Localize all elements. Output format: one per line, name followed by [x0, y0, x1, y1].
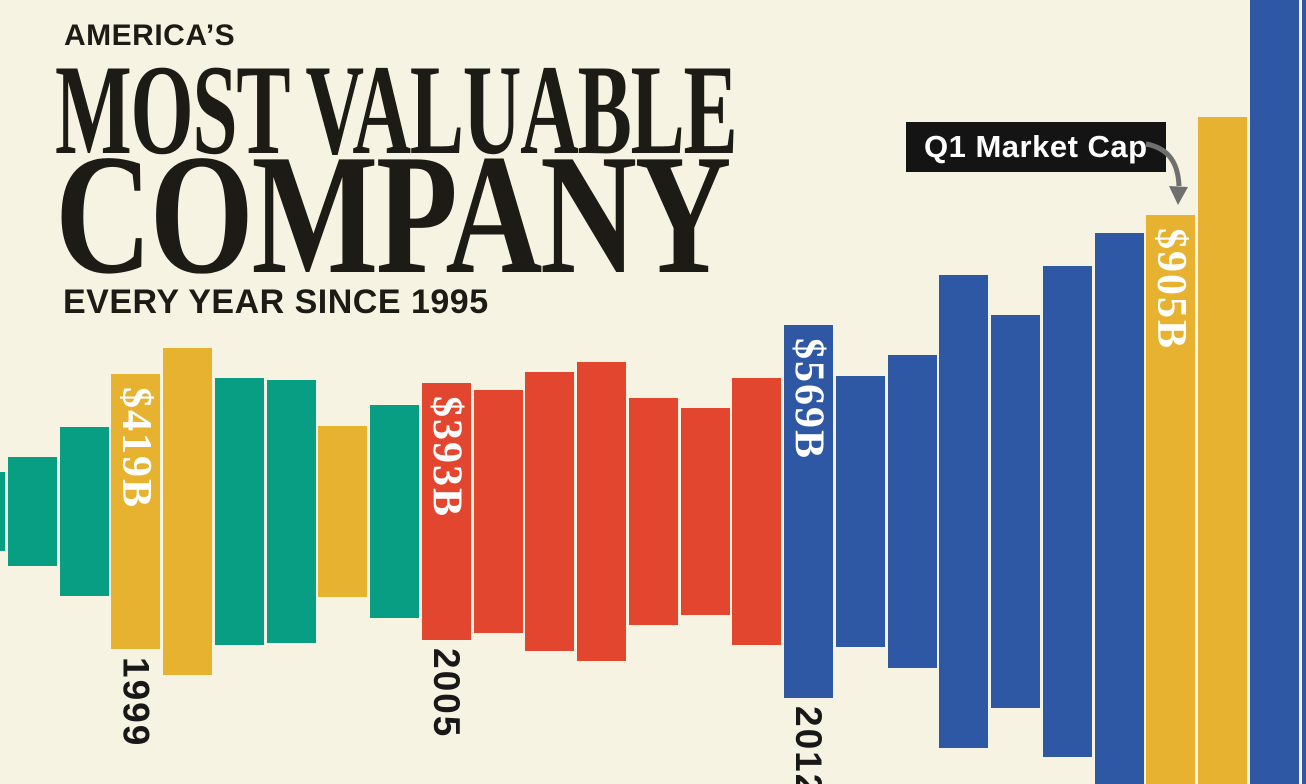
bar-2000 [163, 348, 213, 675]
bar-2014 [887, 354, 937, 669]
bar-2002 [266, 379, 316, 644]
bar-2022 [1301, 0, 1306, 784]
bar-1997 [7, 457, 57, 566]
bar-2007 [525, 371, 575, 651]
bar-2006 [473, 389, 523, 633]
bar-value-label-2005: $393B [423, 395, 470, 518]
bar-1998 [59, 427, 109, 596]
bar-2012: $569B [784, 325, 834, 698]
bar-value-label-1999: $419B [112, 387, 159, 510]
bar-2008 [577, 362, 627, 661]
bar-1999: $419B [111, 374, 161, 649]
bar-2004 [370, 405, 420, 618]
bar-2005: $393B [421, 382, 471, 641]
bar-2017 [1042, 265, 1092, 758]
title-line-2: COMPANY [55, 129, 919, 301]
bar-2011 [732, 377, 782, 646]
year-label-2012: 2012 [788, 705, 830, 784]
bar-1996 [0, 472, 5, 551]
bar-2013 [835, 375, 885, 648]
year-label-1999: 1999 [115, 656, 157, 748]
bar-2021 [1250, 0, 1299, 784]
bar-2009 [628, 397, 678, 626]
q1-market-cap-label: Q1 Market Cap [906, 122, 1166, 172]
bar-2018 [1094, 233, 1144, 784]
bar-2003 [318, 425, 368, 598]
title-line-1: MOST VALUABLE [55, 45, 1137, 174]
bar-2015 [939, 275, 989, 748]
bar-2010 [680, 408, 730, 615]
bar-2019: $905B [1146, 215, 1196, 784]
bar-value-label-2019: $905B [1147, 228, 1194, 351]
kicker-text: AMERICA’S [64, 19, 236, 52]
bar-2020 [1198, 116, 1248, 784]
annotation-arrow-icon [1145, 141, 1188, 205]
bar-2001 [214, 377, 264, 646]
year-label-2005: 2005 [425, 648, 467, 739]
bar-value-label-2012: $569B [785, 338, 832, 461]
title-line-2-text: COMPANY [55, 120, 731, 310]
title-line-1-text: MOST VALUABLE [55, 38, 738, 181]
subtitle-text: EVERY YEAR SINCE 1995 [63, 283, 489, 321]
bar-2016 [991, 315, 1041, 708]
